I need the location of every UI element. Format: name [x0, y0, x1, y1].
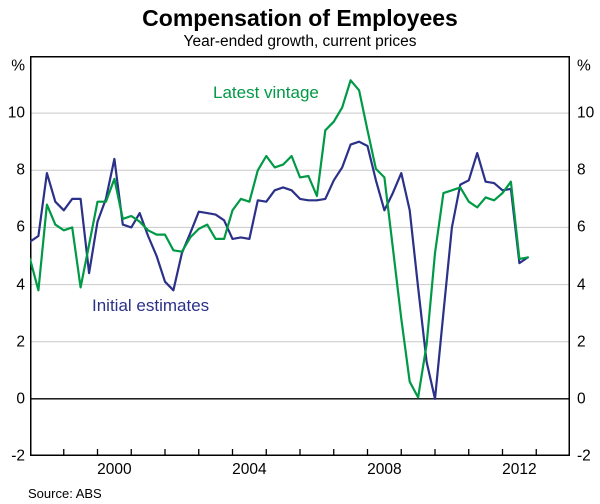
y-axis-unit-right: %	[577, 57, 591, 75]
chart-title: Compensation of Employees	[142, 5, 458, 31]
series-label-initial-estimates: Initial estimates	[92, 296, 210, 315]
y-tick-label-left-2: 2	[16, 332, 25, 350]
y-tick-label-left--2: -2	[11, 447, 25, 465]
line-chart-canvas	[30, 56, 570, 456]
x-tick-label-2000: 2000	[97, 461, 132, 478]
y-tick-label-right-6: 6	[577, 218, 586, 236]
series-line-initial-estimates	[30, 140, 529, 400]
series-line-latest-vintage	[30, 79, 529, 399]
y-tick-label-left-4: 4	[16, 275, 25, 293]
x-tick-label-2004: 2004	[232, 461, 267, 478]
source-note: Source: ABS	[28, 486, 102, 501]
y-tick-label-left-0: 0	[16, 390, 25, 408]
y-tick-label-right-4: 4	[577, 275, 586, 293]
y-tick-label-left-6: 6	[16, 218, 25, 236]
x-tick-label-2012: 2012	[502, 461, 537, 478]
y-tick-label-left-8: 8	[16, 161, 25, 179]
series-label-latest-vintage: Latest vintage	[213, 83, 319, 102]
y-tick-label-right--2: -2	[577, 447, 591, 465]
x-tick-label-2008: 2008	[367, 461, 402, 478]
y-tick-label-left-10: 10	[7, 104, 25, 122]
y-tick-label-right-10: 10	[577, 104, 595, 122]
plot-area	[30, 56, 570, 456]
y-axis-unit-left: %	[11, 57, 25, 75]
plot-frame	[30, 56, 570, 456]
y-tick-label-right-0: 0	[577, 390, 586, 408]
y-tick-label-right-2: 2	[577, 332, 586, 350]
chart-subtitle: Year-ended growth, current prices	[183, 33, 417, 50]
y-tick-label-right-8: 8	[577, 161, 586, 179]
